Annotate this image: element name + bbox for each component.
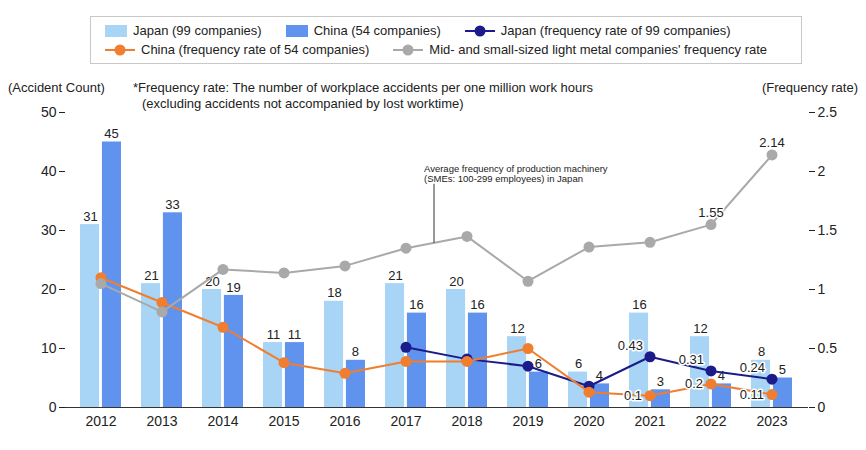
svg-text:20: 20 (449, 274, 463, 289)
svg-text:11: 11 (288, 327, 302, 342)
svg-text:6: 6 (534, 356, 543, 372)
html-text:China (54 companies): China (54 companies) (313, 23, 441, 38)
svg-text:2022: 2022 (695, 413, 726, 429)
svg-text:8: 8 (758, 344, 765, 359)
svg-text:8: 8 (352, 344, 359, 359)
svg-text:31: 31 (83, 209, 97, 224)
svg-text:0.2: 0.2 (685, 376, 703, 391)
html-text:(Frequency rate): (Frequency rate) (761, 80, 858, 95)
svg-text:4: 4 (595, 368, 604, 384)
svg-text:2018: 2018 (451, 413, 482, 429)
svg-text:0.43: 0.43 (618, 338, 643, 353)
svg-text:0: 0 (49, 399, 57, 415)
html-text:(excluding accidents not accom: (excluding accidents not accompanied by … (142, 96, 464, 111)
svg-text:30: 30 (41, 222, 57, 238)
svg-text:2012: 2012 (85, 413, 116, 429)
svg-text:45: 45 (104, 126, 118, 141)
svg-text:16: 16 (470, 297, 484, 312)
svg-text:1.5: 1.5 (818, 222, 838, 238)
svg-text:2.5: 2.5 (818, 104, 838, 120)
svg-text:0.5: 0.5 (818, 340, 838, 356)
svg-text:16: 16 (632, 297, 646, 312)
svg-text:12: 12 (693, 321, 707, 336)
svg-text:0.1: 0.1 (624, 388, 642, 403)
svg-text:1: 1 (818, 281, 826, 297)
svg-text:2020: 2020 (573, 413, 604, 429)
svg-text:1.55: 1.55 (698, 205, 723, 220)
svg-text:11: 11 (267, 327, 281, 342)
svg-text:5: 5 (779, 362, 786, 377)
svg-text:0.24: 0.24 (740, 360, 765, 375)
svg-text:0.11: 0.11 (740, 387, 764, 402)
html-text:*Frequency rate: The number of: *Frequency rate: The number of workplace… (133, 80, 593, 95)
html-text:Japan (99 companies): Japan (99 companies) (133, 23, 262, 38)
svg-text:3: 3 (657, 374, 664, 389)
svg-text:2017: 2017 (390, 413, 421, 429)
svg-text:21: 21 (388, 268, 402, 283)
svg-text:2016: 2016 (329, 413, 360, 429)
svg-text:2019: 2019 (512, 413, 543, 429)
svg-text:2014: 2014 (207, 413, 238, 429)
svg-text:2: 2 (818, 163, 826, 179)
svg-text:10: 10 (41, 340, 57, 356)
html-text:China (frequency rate of 54 co: China (frequency rate of 54 companies) (141, 42, 370, 57)
svg-text:20: 20 (205, 273, 220, 289)
html-text:Japan (frequency rate of 99 co: Japan (frequency rate of 99 companies) (500, 23, 731, 38)
svg-text:16: 16 (409, 297, 423, 312)
svg-text:18: 18 (327, 285, 341, 300)
svg-text:0.31: 0.31 (679, 352, 704, 367)
svg-text:40: 40 (41, 163, 57, 179)
svg-text:21: 21 (144, 268, 158, 283)
svg-text:19: 19 (226, 280, 240, 295)
html-text:Mid- and small-sized light met: Mid- and small-sized light metal compani… (429, 42, 768, 57)
svg-text:0: 0 (818, 399, 826, 415)
svg-text:2013: 2013 (146, 413, 177, 429)
svg-text:2021: 2021 (634, 413, 665, 429)
svg-text:6: 6 (575, 356, 582, 371)
svg-text:2023: 2023 (756, 413, 787, 429)
svg-text:4: 4 (718, 368, 725, 383)
svg-text:Average frequency of productio: Average frequency of production machiner… (424, 163, 608, 184)
svg-text:50: 50 (41, 104, 57, 120)
svg-text:20: 20 (41, 281, 57, 297)
svg-text:2.14: 2.14 (759, 135, 784, 150)
svg-text:2015: 2015 (268, 413, 299, 429)
svg-text:33: 33 (165, 197, 179, 212)
html-text:(Accident Count): (Accident Count) (8, 80, 105, 95)
svg-text:12: 12 (510, 321, 524, 336)
